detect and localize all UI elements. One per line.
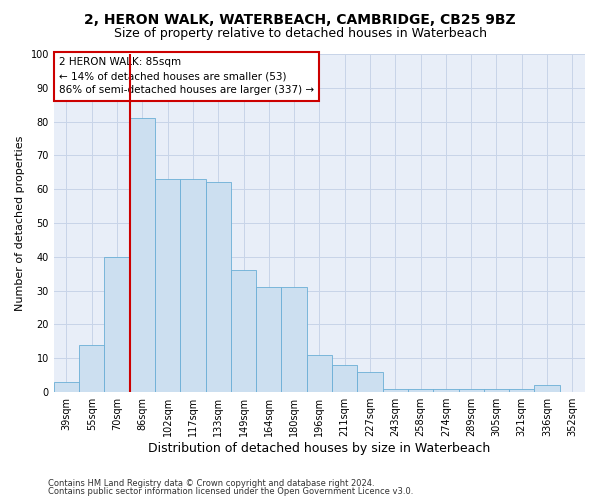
Text: Contains public sector information licensed under the Open Government Licence v3: Contains public sector information licen… [48, 487, 413, 496]
Text: Contains HM Land Registry data © Crown copyright and database right 2024.: Contains HM Land Registry data © Crown c… [48, 478, 374, 488]
Bar [54, 382, 79, 392]
Bar [332, 365, 358, 392]
Bar [383, 388, 408, 392]
X-axis label: Distribution of detached houses by size in Waterbeach: Distribution of detached houses by size … [148, 442, 491, 455]
Bar [509, 388, 535, 392]
Bar [79, 345, 104, 392]
Bar [433, 388, 458, 392]
Bar [155, 179, 180, 392]
Text: 2, HERON WALK, WATERBEACH, CAMBRIDGE, CB25 9BZ: 2, HERON WALK, WATERBEACH, CAMBRIDGE, CB… [84, 12, 516, 26]
Bar [130, 118, 155, 392]
Bar [307, 355, 332, 392]
Bar [231, 270, 256, 392]
Bar [256, 288, 281, 392]
Bar [358, 372, 383, 392]
Bar [180, 179, 206, 392]
Bar [281, 288, 307, 392]
Bar [104, 257, 130, 392]
Bar [408, 388, 433, 392]
Bar [484, 388, 509, 392]
Bar [535, 386, 560, 392]
Text: Size of property relative to detached houses in Waterbeach: Size of property relative to detached ho… [113, 28, 487, 40]
Bar [206, 182, 231, 392]
Y-axis label: Number of detached properties: Number of detached properties [15, 136, 25, 310]
Bar [458, 388, 484, 392]
Text: 2 HERON WALK: 85sqm
← 14% of detached houses are smaller (53)
86% of semi-detach: 2 HERON WALK: 85sqm ← 14% of detached ho… [59, 58, 314, 96]
